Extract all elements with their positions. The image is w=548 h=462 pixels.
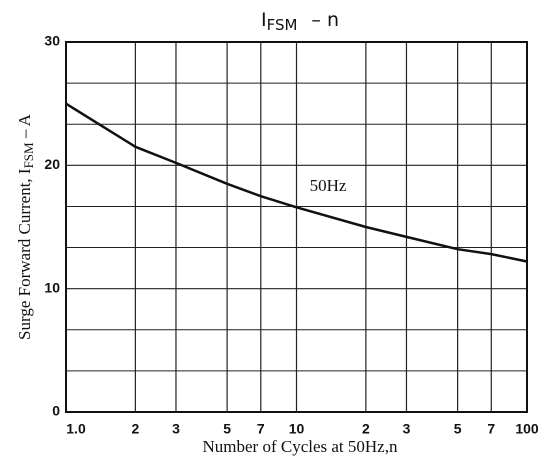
y-tick-label: 30 <box>44 33 60 49</box>
x-tick-label: 10 <box>289 421 305 437</box>
x-tick-label: 7 <box>257 421 265 437</box>
x-tick-label: 5 <box>223 421 231 437</box>
y-label-sub: FSM <box>21 142 36 168</box>
chart-title: IFSM – n <box>261 9 339 34</box>
data-line <box>65 102 528 263</box>
y-label-main: Surge Forward Current, I <box>15 168 34 340</box>
title-sub: FSM <box>267 16 298 34</box>
y-tick-label: 0 <box>52 403 60 419</box>
x-tick-label: 2 <box>131 421 139 437</box>
x-axis-label: Number of Cycles at 50Hz,n <box>203 437 398 456</box>
y-tick-label: 10 <box>44 279 60 295</box>
x-tick-label: 2 <box>362 421 370 437</box>
annotation: 50Hz <box>310 176 347 195</box>
x-tick-label: 1.0 <box>66 421 86 437</box>
title-main: I <box>261 9 267 31</box>
x-tick-label: 5 <box>454 421 462 437</box>
x-tick-label: 7 <box>487 421 495 437</box>
plot-frame <box>65 41 528 413</box>
y-label-rest: – A <box>15 113 34 142</box>
y-tick-label: 20 <box>44 156 60 172</box>
title-rest: – n <box>311 9 339 31</box>
x-tick-label: 3 <box>172 421 180 437</box>
x-tick-label: 100 <box>515 421 539 437</box>
y-axis-label: Surge Forward Current, IFSM – A <box>15 113 36 340</box>
x-tick-label: 3 <box>403 421 411 437</box>
